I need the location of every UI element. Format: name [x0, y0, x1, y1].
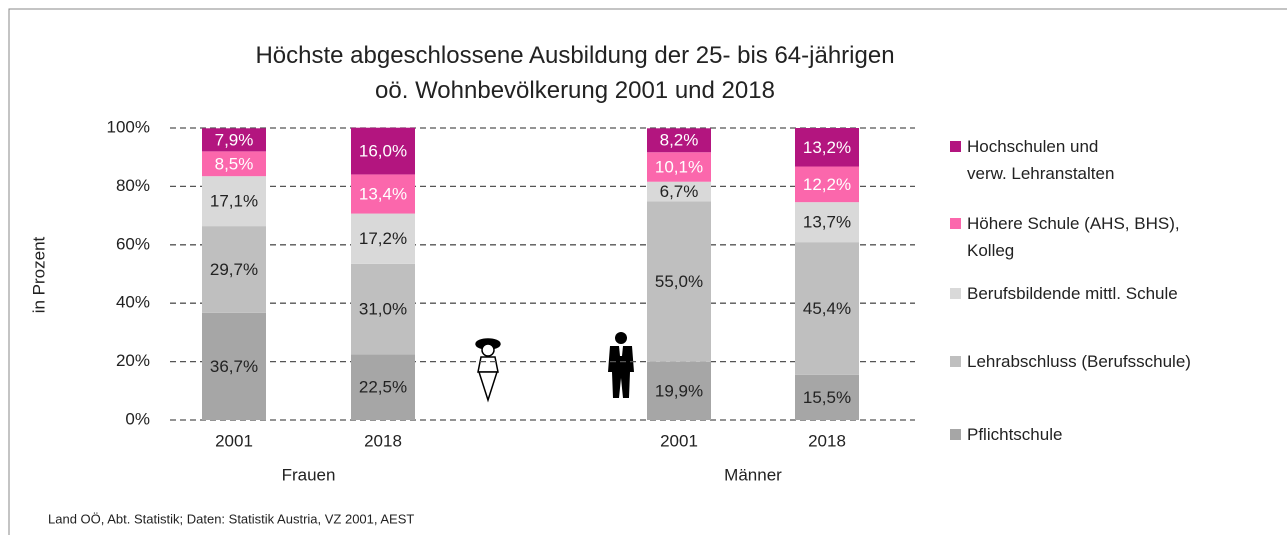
bar-segment	[795, 202, 859, 243]
source: Land OÖ, Abt. Statistik; Daten: Statisti…	[48, 511, 414, 526]
data-label: 55,0%	[655, 272, 703, 291]
data-label: 6,7%	[660, 182, 699, 201]
data-label: 45,4%	[803, 299, 851, 318]
data-label: 12,2%	[803, 175, 851, 194]
bar-segment	[795, 374, 859, 420]
bar-segment	[351, 263, 415, 355]
chart-title: Höchste abgeschlossene Ausbildung der 25…	[255, 42, 895, 104]
frame	[8, 8, 1287, 535]
bar-segment	[202, 176, 266, 227]
data-label: 10,1%	[655, 157, 703, 176]
bar-segment	[202, 312, 266, 420]
bar-segment	[202, 128, 266, 152]
legend-swatch	[950, 141, 961, 152]
bar-segment	[647, 361, 711, 420]
bar-segment	[351, 127, 415, 175]
x-tick-label: 2001	[660, 431, 698, 450]
bar-segment	[351, 354, 415, 420]
data-label: 19,9%	[655, 381, 703, 400]
y-tick-label: 100%	[107, 117, 150, 136]
bar-segment	[795, 128, 859, 167]
legend-label: Lehrabschluss (Berufsschule)	[967, 352, 1191, 371]
x-tick-label: 2001	[215, 431, 253, 450]
bar-segment	[351, 174, 415, 214]
bar-segment	[647, 152, 711, 182]
bar-segment	[647, 128, 711, 153]
data-label: 13,2%	[803, 138, 851, 157]
data-label: 22,5%	[359, 378, 407, 397]
data-label: 17,1%	[210, 192, 258, 211]
y-axis-label: in Prozent	[29, 236, 48, 313]
data-label: 31,0%	[359, 300, 407, 319]
data-label: 13,7%	[803, 213, 851, 232]
data-label: 16,0%	[359, 142, 407, 161]
bar-segment	[795, 242, 859, 375]
woman-icon	[475, 338, 501, 403]
y-tick-label: 60%	[116, 234, 150, 253]
legend-swatch	[950, 218, 961, 229]
data-label: 15,5%	[803, 388, 851, 407]
x-tick-label: 2018	[364, 431, 402, 450]
group-label: Männer	[724, 465, 782, 484]
legend-label: Pflichtschule	[967, 425, 1063, 444]
group-label: Frauen	[282, 465, 336, 484]
legend-item: Lehrabschluss (Berufsschule)	[950, 348, 1280, 375]
bar-segment	[795, 166, 859, 203]
legend-label: Berufsbildende mittl. Schule	[967, 284, 1178, 303]
y-tick-label: 20%	[116, 351, 150, 370]
bar-segment	[351, 213, 415, 264]
bar-segment	[647, 181, 711, 202]
data-label: 8,5%	[215, 154, 254, 173]
legend-item: Hochschulen und verw. Lehranstalten	[950, 133, 1280, 187]
y-tick-label: 40%	[116, 293, 150, 312]
legend-swatch	[950, 288, 961, 299]
y-tick-label: 80%	[116, 176, 150, 195]
data-label: 17,2%	[359, 229, 407, 248]
legend-item: Berufsbildende mittl. Schule	[950, 280, 1280, 307]
data-label: 29,7%	[210, 260, 258, 279]
legend-item: Pflichtschule	[950, 421, 1280, 448]
y-tick-label: 0%	[125, 409, 150, 428]
legend-item: Höhere Schule (AHS, BHS), Kolleg	[950, 210, 1280, 264]
data-label: 7,9%	[215, 130, 254, 149]
legend-label: Höhere Schule (AHS, BHS), Kolleg	[967, 214, 1180, 260]
x-tick-label: 2018	[808, 431, 846, 450]
data-label: 36,7%	[210, 357, 258, 376]
legend-label: Hochschulen und verw. Lehranstalten	[967, 137, 1115, 183]
data-label: 8,2%	[660, 131, 699, 150]
legend-swatch	[950, 356, 961, 367]
man-icon	[608, 332, 634, 398]
bar-segment	[202, 151, 266, 177]
bar-segment	[647, 201, 711, 362]
data-label: 13,4%	[359, 184, 407, 203]
bar-segment	[202, 226, 266, 313]
legend-swatch	[950, 429, 961, 440]
